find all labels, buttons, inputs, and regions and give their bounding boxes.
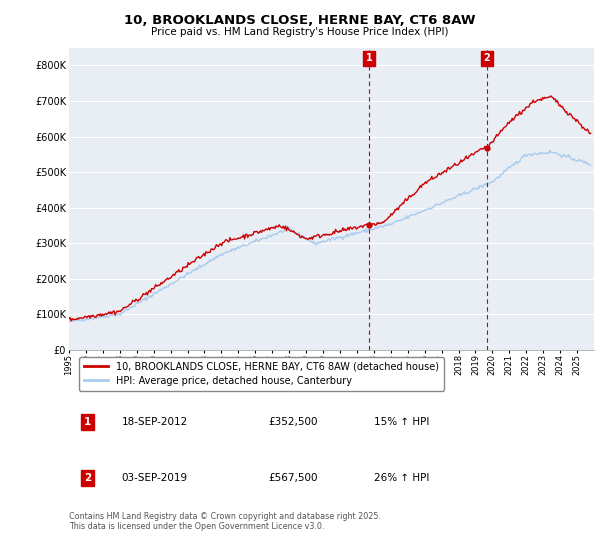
Text: 2: 2	[84, 473, 91, 483]
Text: 18-SEP-2012: 18-SEP-2012	[121, 417, 188, 427]
Text: £567,500: £567,500	[269, 473, 318, 483]
Text: 2: 2	[484, 53, 490, 63]
Legend: 10, BROOKLANDS CLOSE, HERNE BAY, CT6 8AW (detached house), HPI: Average price, d: 10, BROOKLANDS CLOSE, HERNE BAY, CT6 8AW…	[79, 357, 444, 391]
Text: Contains HM Land Registry data © Crown copyright and database right 2025.
This d: Contains HM Land Registry data © Crown c…	[69, 512, 381, 531]
Text: 26% ↑ HPI: 26% ↑ HPI	[373, 473, 429, 483]
Text: £352,500: £352,500	[269, 417, 318, 427]
Text: Price paid vs. HM Land Registry's House Price Index (HPI): Price paid vs. HM Land Registry's House …	[151, 27, 449, 37]
Text: 1: 1	[366, 53, 373, 63]
Text: 03-SEP-2019: 03-SEP-2019	[121, 473, 188, 483]
Text: 15% ↑ HPI: 15% ↑ HPI	[373, 417, 429, 427]
Text: 10, BROOKLANDS CLOSE, HERNE BAY, CT6 8AW: 10, BROOKLANDS CLOSE, HERNE BAY, CT6 8AW	[124, 14, 476, 27]
Text: 1: 1	[84, 417, 91, 427]
